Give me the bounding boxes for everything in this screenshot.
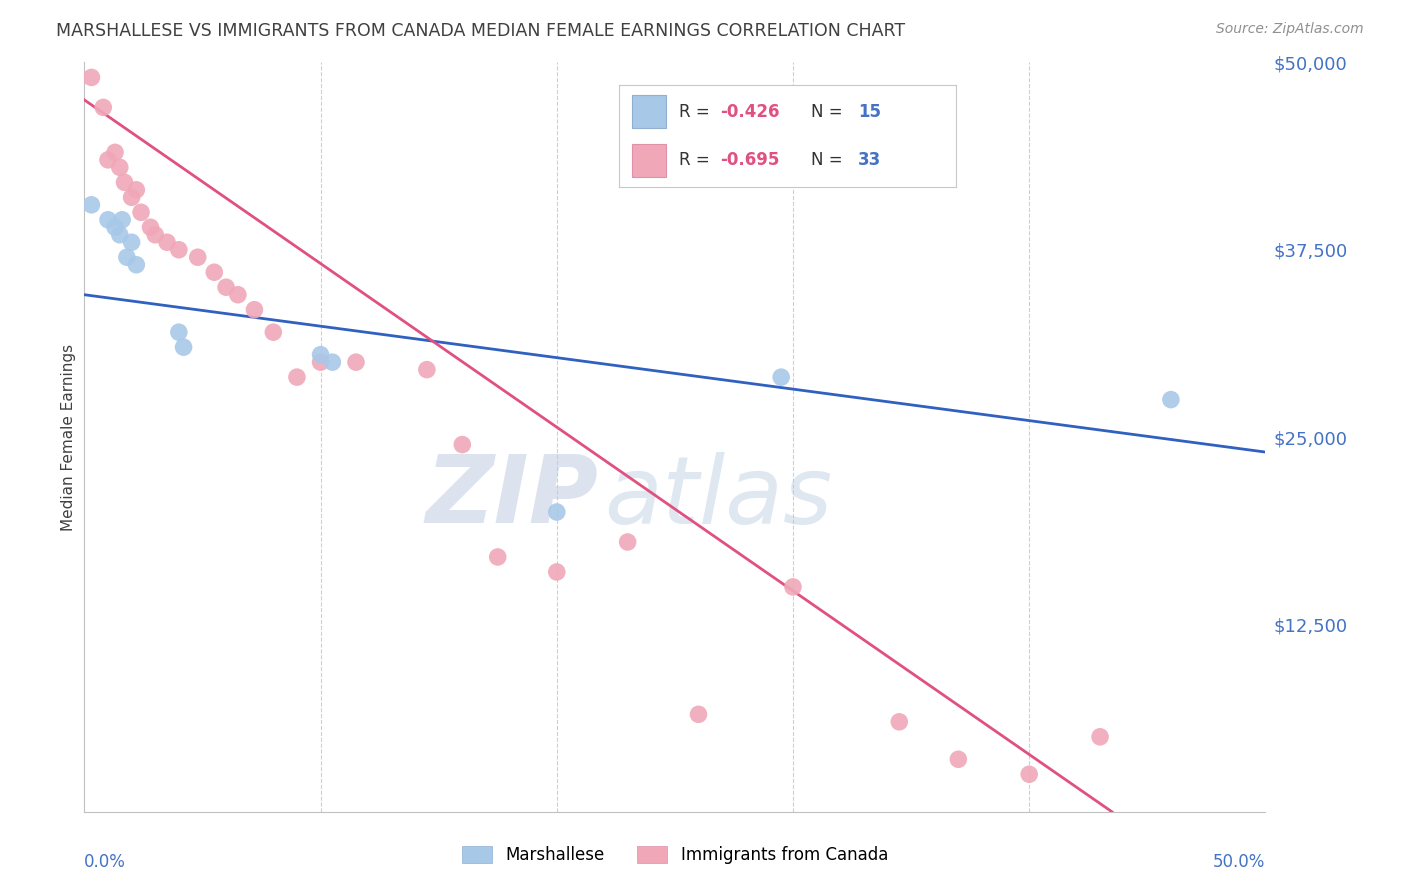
Text: -0.426: -0.426: [720, 103, 779, 121]
Text: atlas: atlas: [605, 451, 832, 542]
Point: [129, 205, 152, 219]
Point: [309, 348, 332, 362]
Point: [125, 183, 148, 197]
Point: [416, 362, 439, 376]
Text: R =: R =: [679, 151, 716, 169]
Text: MARSHALLESE VS IMMIGRANTS FROM CANADA MEDIAN FEMALE EARNINGS CORRELATION CHART: MARSHALLESE VS IMMIGRANTS FROM CANADA ME…: [56, 22, 905, 40]
Point: [139, 220, 162, 235]
Point: [202, 265, 225, 279]
Point: [108, 161, 131, 175]
Point: [889, 714, 911, 729]
Text: 15: 15: [858, 103, 882, 121]
Point: [173, 340, 195, 354]
Point: [121, 190, 143, 204]
Point: [486, 549, 509, 564]
Point: [80, 198, 103, 212]
Point: [285, 370, 308, 384]
Point: [143, 227, 166, 242]
Text: 50.0%: 50.0%: [1213, 853, 1265, 871]
Point: [114, 175, 136, 189]
Point: [1088, 730, 1111, 744]
Point: [97, 153, 120, 167]
Point: [616, 535, 638, 549]
Point: [91, 100, 114, 114]
Point: [262, 325, 284, 339]
Point: [321, 355, 343, 369]
Text: 33: 33: [858, 151, 882, 169]
Point: [782, 580, 804, 594]
Text: ZIP: ZIP: [425, 451, 598, 543]
FancyBboxPatch shape: [633, 95, 666, 128]
Point: [104, 220, 127, 235]
Text: Source: ZipAtlas.com: Source: ZipAtlas.com: [1216, 22, 1364, 37]
Point: [108, 227, 131, 242]
Text: 0.0%: 0.0%: [84, 853, 127, 871]
Point: [104, 145, 127, 160]
Point: [546, 565, 568, 579]
Text: -0.695: -0.695: [720, 151, 779, 169]
Point: [115, 250, 138, 264]
Point: [111, 212, 134, 227]
Point: [688, 707, 710, 722]
Point: [451, 437, 474, 451]
Point: [215, 280, 238, 294]
Point: [226, 287, 249, 301]
Text: R =: R =: [679, 103, 716, 121]
Point: [125, 258, 148, 272]
Point: [1018, 767, 1040, 781]
Point: [97, 212, 120, 227]
Text: N =: N =: [811, 103, 848, 121]
Point: [546, 505, 568, 519]
Point: [344, 355, 367, 369]
Point: [309, 355, 332, 369]
Point: [243, 302, 266, 317]
Point: [187, 250, 209, 264]
Point: [80, 70, 103, 85]
FancyBboxPatch shape: [633, 145, 666, 177]
Point: [948, 752, 970, 766]
Text: N =: N =: [811, 151, 848, 169]
Legend: Marshallese, Immigrants from Canada: Marshallese, Immigrants from Canada: [456, 839, 894, 871]
Point: [770, 370, 793, 384]
Y-axis label: Median Female Earnings: Median Female Earnings: [60, 343, 76, 531]
Point: [1160, 392, 1182, 407]
Point: [121, 235, 143, 250]
Point: [167, 243, 190, 257]
Point: [156, 235, 179, 250]
Point: [167, 325, 190, 339]
